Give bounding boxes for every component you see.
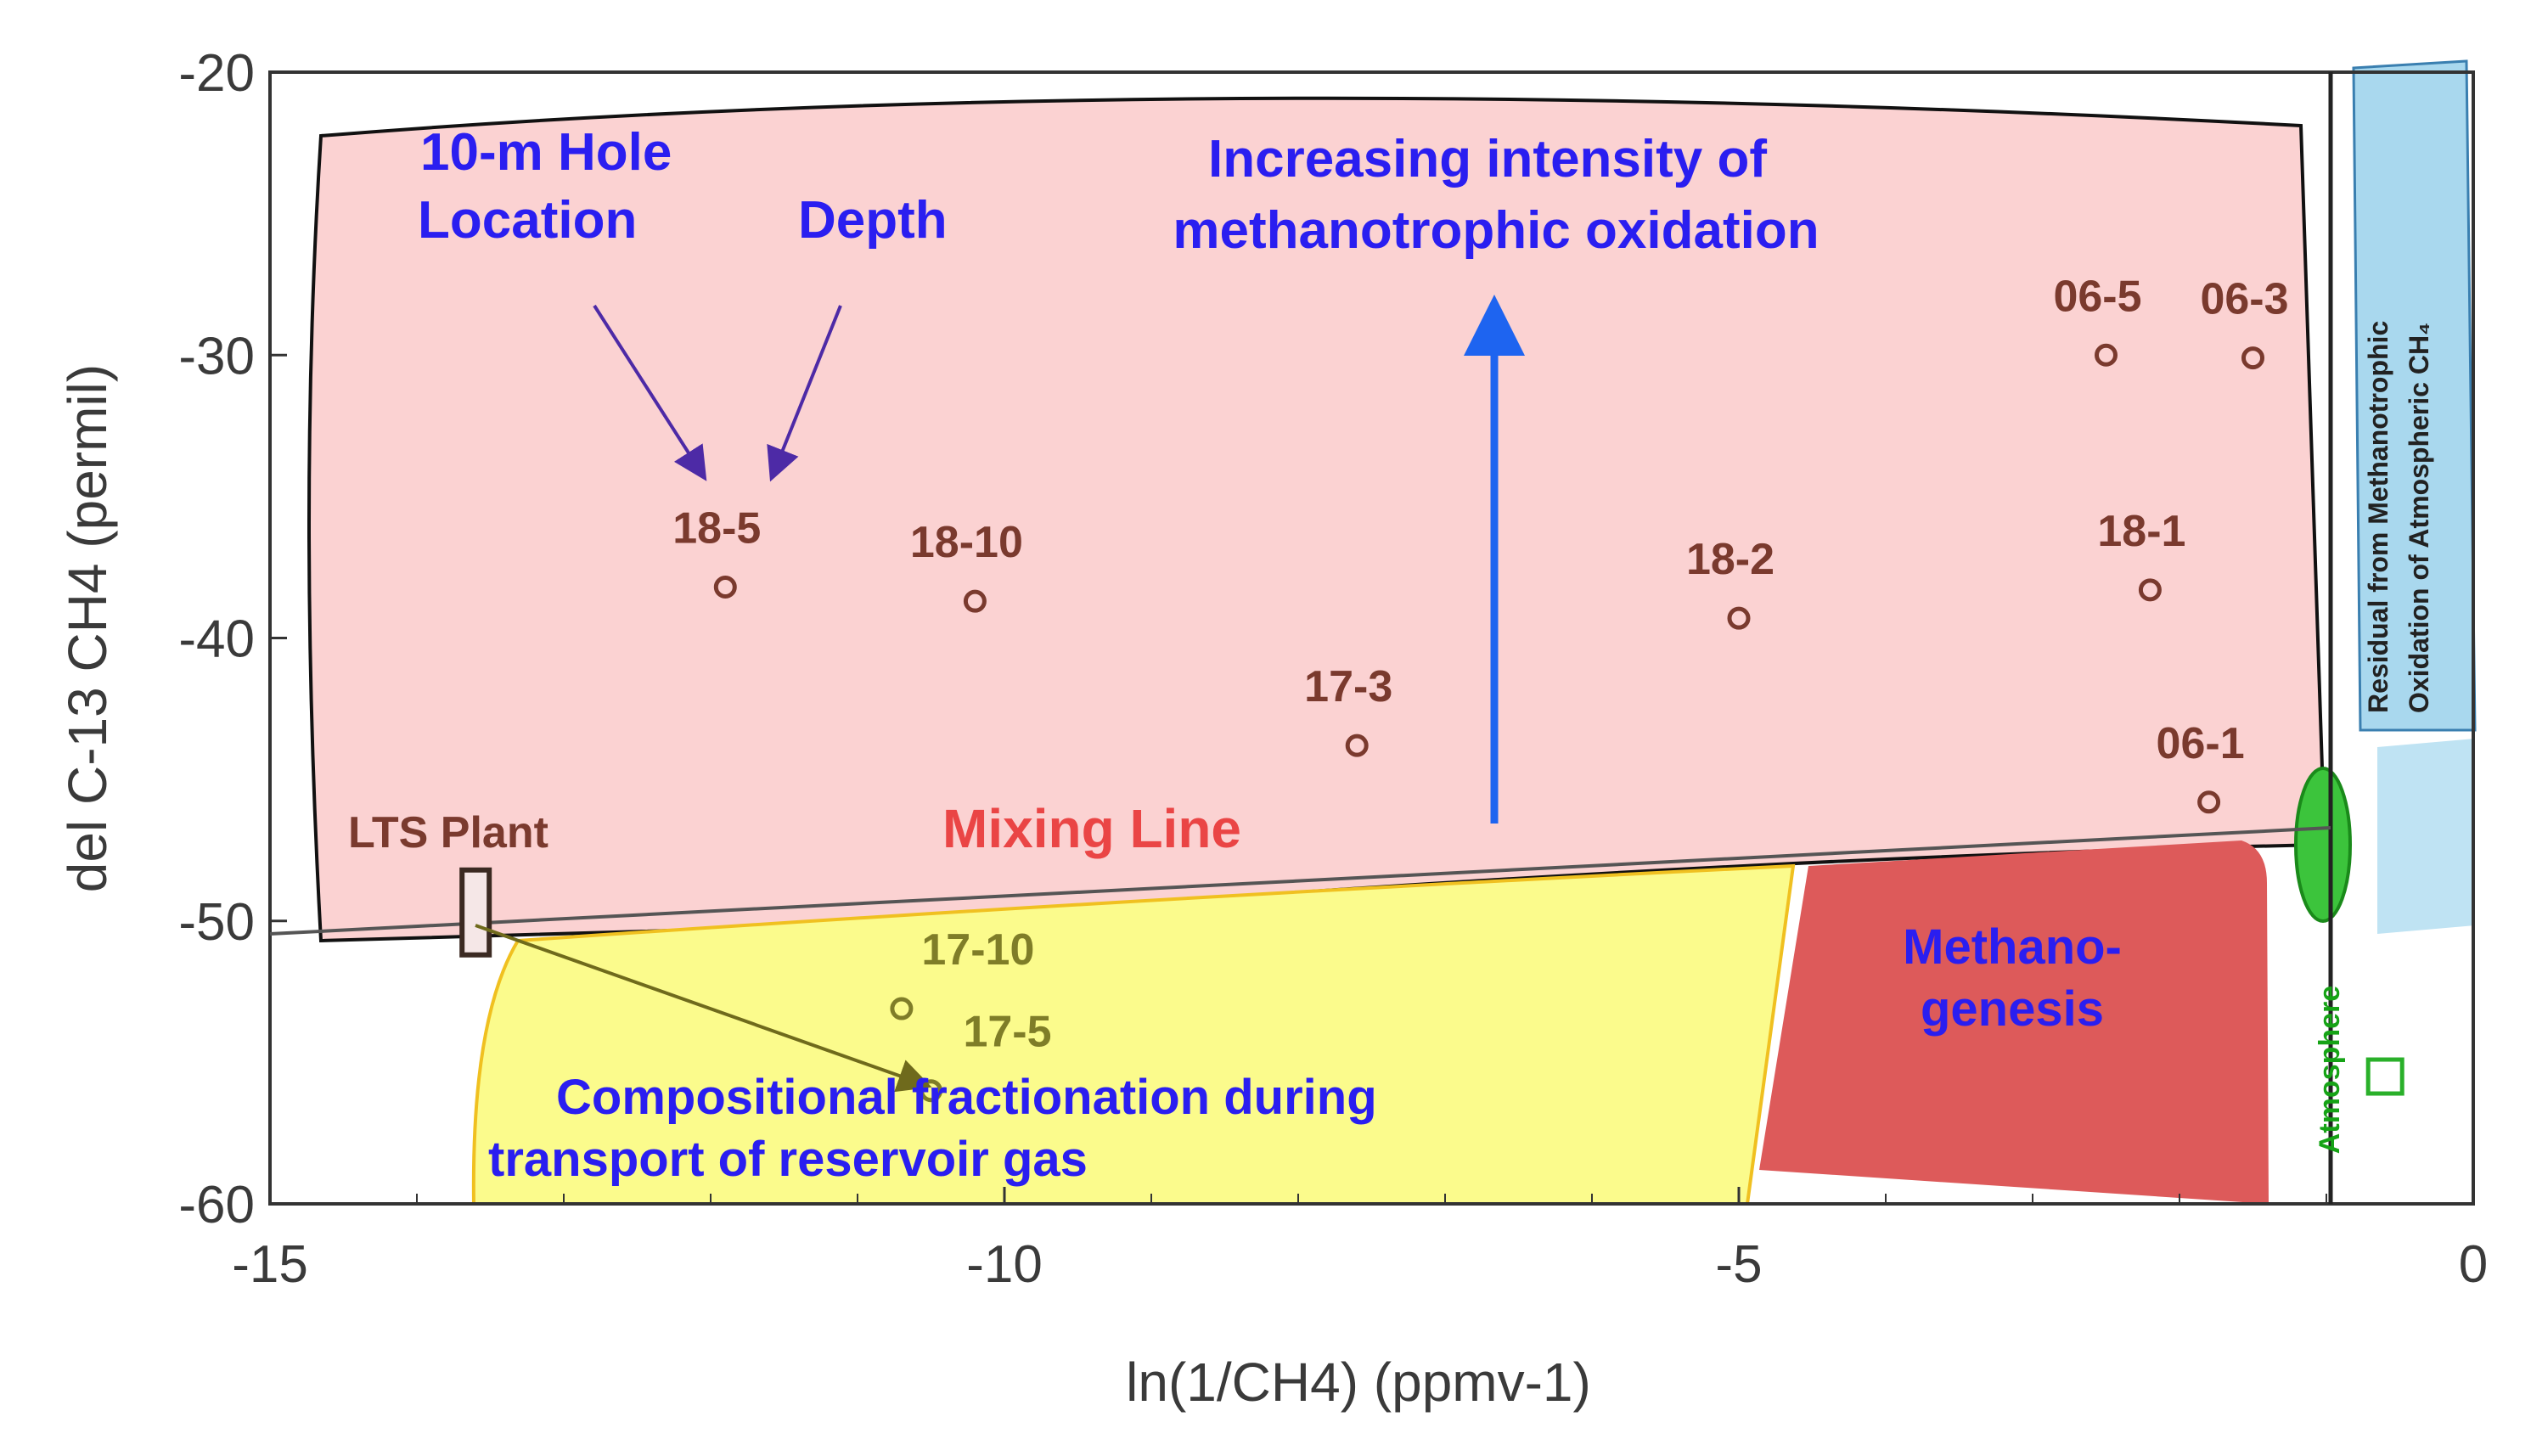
data-point-label: 17-5 bbox=[963, 1008, 1051, 1057]
atmosphere-label: Atmosphere bbox=[2314, 986, 2346, 1154]
hole-location-label-2: Location bbox=[418, 191, 637, 250]
x-tick-label: 0 bbox=[2459, 1235, 2488, 1294]
x-axis: -15 -10 -5 0 bbox=[232, 1187, 2488, 1294]
x-tick-label: -5 bbox=[1715, 1235, 1762, 1294]
data-point bbox=[1727, 606, 1751, 630]
data-point-label: 06-1 bbox=[2157, 719, 2245, 768]
fractionation-label-1: Compositional fractionation during bbox=[556, 1070, 1377, 1125]
residual-label-1: Residual from Methanotrophic bbox=[2363, 321, 2393, 713]
data-point-label: 17-3 bbox=[1304, 662, 1392, 711]
data-point-label: 06-3 bbox=[2200, 275, 2288, 324]
oxidation-label-2: methanotrophic oxidation bbox=[1173, 201, 1819, 260]
atmosphere-region bbox=[2294, 767, 2352, 923]
lts-plant-label: LTS Plant bbox=[348, 808, 548, 857]
y-axis-title: del C-13 CH4 (permil) bbox=[57, 364, 118, 892]
methanogenesis-label-1: Methano- bbox=[1903, 919, 2122, 975]
data-point bbox=[2138, 578, 2162, 602]
data-point bbox=[713, 576, 737, 599]
y-tick-label: -40 bbox=[178, 610, 255, 669]
y-tick-label: -50 bbox=[178, 893, 255, 952]
data-point-label: 18-5 bbox=[672, 504, 761, 554]
oxidation-region bbox=[307, 96, 2327, 943]
y-tick-label: -60 bbox=[178, 1176, 255, 1234]
fractionation-region bbox=[471, 863, 1796, 1206]
data-point bbox=[890, 997, 914, 1020]
y-axis: -20 -30 -40 -50 -60 bbox=[178, 44, 287, 1234]
methanogenesis-label-2: genesis bbox=[1921, 981, 2104, 1037]
data-point bbox=[1345, 734, 1369, 757]
data-point bbox=[2241, 346, 2264, 370]
x-axis-title: ln(1/CH4) (ppmv-1) bbox=[1126, 1352, 1591, 1413]
hole-location-label-1: 10-m Hole bbox=[420, 123, 672, 182]
data-point-label: 18-1 bbox=[2097, 507, 2185, 556]
depth-arrow bbox=[767, 305, 842, 482]
residual-label-2: Oxidation of Atmospheric CH₄ bbox=[2404, 323, 2434, 713]
y-tick-label: -30 bbox=[178, 327, 255, 385]
atmosphere-marker bbox=[2365, 1057, 2404, 1096]
oxidation-label-1: Increasing intensity of bbox=[1208, 130, 1767, 188]
x-tick-label: -15 bbox=[232, 1235, 308, 1294]
fractionation-label-2: transport of reservoir gas bbox=[488, 1132, 1088, 1187]
data-point-label: 18-10 bbox=[910, 518, 1023, 567]
data-point-label: 17-10 bbox=[921, 925, 1034, 975]
data-point bbox=[2197, 790, 2221, 814]
hole-depth-label: Depth bbox=[798, 191, 948, 250]
data-points: 18-5 18-10 17-3 18-2 06-5 06-3 18-1 06-1 17-10 17… bbox=[459, 272, 2404, 1103]
atmospheric-residual-region-lower bbox=[2377, 739, 2475, 934]
location-arrow bbox=[593, 304, 707, 481]
mixing-line-label: Mixing Line bbox=[942, 798, 1241, 859]
data-point-label: 18-2 bbox=[1686, 535, 1775, 584]
data-point bbox=[963, 589, 987, 613]
lts-plant-marker bbox=[459, 867, 492, 958]
lts-arrow bbox=[475, 924, 932, 1093]
mixing-line bbox=[269, 826, 2331, 936]
y-tick-label: -20 bbox=[178, 44, 255, 103]
data-point bbox=[2095, 343, 2118, 367]
data-point-label: 06-5 bbox=[2053, 272, 2141, 321]
x-tick-label: -10 bbox=[966, 1235, 1043, 1294]
methanogenesis-region bbox=[1759, 840, 2269, 1204]
